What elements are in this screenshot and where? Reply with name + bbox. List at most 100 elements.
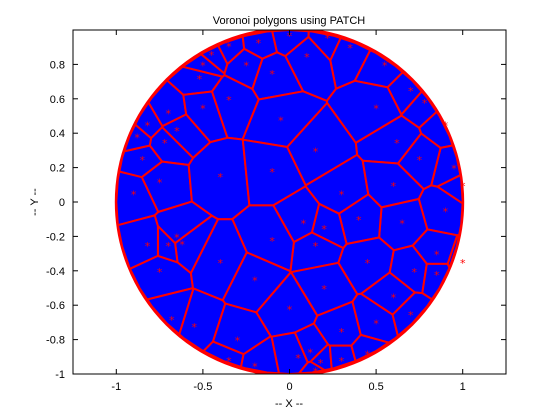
data-point: *: [434, 269, 440, 282]
data-point: *: [145, 120, 151, 133]
data-point: *: [191, 321, 197, 334]
data-point: *: [179, 238, 185, 251]
data-point: *: [243, 59, 249, 72]
x-tick-label: -0.5: [193, 381, 212, 393]
data-point: *: [391, 180, 397, 193]
data-point: *: [166, 108, 172, 121]
x-tick-label: 0: [286, 381, 292, 393]
data-point: *: [209, 49, 215, 62]
data-point: *: [157, 266, 163, 279]
data-point: *: [373, 102, 379, 115]
voronoi-cell: [181, 53, 226, 78]
data-point: *: [373, 317, 379, 330]
voronoi-cell: [446, 233, 461, 269]
data-point: *: [256, 37, 262, 50]
data-point: *: [252, 274, 258, 287]
data-point: *: [443, 206, 449, 219]
data-point: *: [252, 360, 258, 373]
data-point: *: [200, 59, 206, 72]
voronoi-cell: [123, 123, 153, 153]
data-point: *: [399, 218, 405, 231]
data-point: *: [347, 42, 353, 55]
data-point: *: [162, 137, 168, 150]
data-point: *: [287, 30, 293, 43]
data-point: *: [226, 355, 232, 368]
y-axis-label: -- Y --: [29, 188, 41, 216]
data-point: *: [226, 94, 232, 107]
data-point: *: [269, 166, 275, 179]
data-point: *: [166, 240, 172, 253]
data-point: *: [174, 125, 180, 138]
x-tick-label: 1: [460, 381, 466, 393]
data-point: *: [313, 240, 319, 253]
data-point: *: [365, 348, 371, 361]
data-point: *: [308, 347, 314, 360]
data-point: *: [408, 309, 414, 322]
data-point: *: [321, 283, 327, 296]
x-axis-ticks: -1 -0.5 0 0.5 1: [111, 30, 466, 393]
x-tick-label: -1: [111, 381, 121, 393]
data-point: *: [217, 171, 223, 184]
y-tick-label: -1: [55, 369, 65, 381]
data-point: *: [451, 163, 457, 176]
data-point: *: [131, 188, 137, 201]
point-markers: * * * * * * * * * * * * * * * * * * * * * * * * * * * * * * * * * * * * * * * *…: [131, 30, 466, 378]
data-point: *: [411, 266, 417, 279]
y-tick-label: 0: [59, 197, 65, 209]
voronoi-cell: [397, 132, 442, 191]
y-tick-label: -0.2: [46, 231, 65, 243]
data-point: *: [226, 40, 232, 53]
data-point: *: [269, 68, 275, 81]
data-point: *: [443, 120, 449, 133]
voronoi-cell: [298, 360, 326, 374]
data-point: *: [365, 257, 371, 270]
data-point: *: [295, 352, 301, 365]
data-point: *: [157, 176, 163, 189]
data-point: *: [301, 218, 307, 231]
y-tick-label: 0.6: [50, 94, 65, 106]
data-point: *: [235, 335, 241, 348]
data-point: *: [339, 355, 345, 368]
data-point: *: [169, 314, 175, 327]
data-point: *: [434, 249, 440, 262]
data-point: *: [318, 357, 324, 370]
y-tick-label: -0.6: [46, 300, 65, 312]
data-point: *: [422, 97, 428, 110]
data-point: *: [278, 114, 284, 127]
data-point: *: [313, 145, 319, 158]
data-point: *: [321, 223, 327, 236]
data-point: *: [217, 257, 223, 270]
data-point: *: [140, 154, 146, 167]
data-point: *: [382, 59, 388, 72]
data-point: *: [460, 257, 466, 270]
data-point: *: [408, 85, 414, 98]
data-point: *: [269, 235, 275, 248]
data-point: *: [134, 132, 140, 145]
data-point: *: [325, 32, 331, 45]
data-point: *: [287, 304, 293, 317]
data-point: *: [313, 366, 319, 379]
data-point: *: [197, 73, 203, 86]
plot-area: * * * * * * * * * * * * * * * * * * * * * * * * * * * * * * * * * * * * * * * *…: [72, 29, 507, 379]
x-tick-label: 0.5: [368, 381, 383, 393]
data-point: *: [174, 231, 180, 244]
y-tick-label: 0.2: [50, 163, 65, 175]
voronoi-cell: [391, 291, 433, 337]
data-point: *: [200, 102, 206, 115]
x-axis-label: -- X --: [275, 398, 303, 410]
data-point: *: [394, 137, 400, 150]
voronoi-cell: [351, 292, 399, 344]
data-point: *: [391, 292, 397, 305]
data-point: *: [304, 51, 310, 64]
data-point: *: [339, 326, 345, 339]
y-tick-label: -0.8: [46, 335, 65, 347]
y-axis-ticks: -1 -0.8 -0.6 -0.4 -0.2 0 0.2 0.4 0.6 0.8: [46, 59, 506, 381]
y-tick-label: -0.4: [46, 266, 65, 278]
voronoi-edges: [115, 30, 464, 374]
data-point: *: [356, 214, 362, 227]
voronoi-cell: [350, 333, 390, 362]
data-point: *: [339, 188, 345, 201]
y-tick-label: 0.8: [50, 59, 65, 71]
data-point: *: [460, 180, 466, 193]
